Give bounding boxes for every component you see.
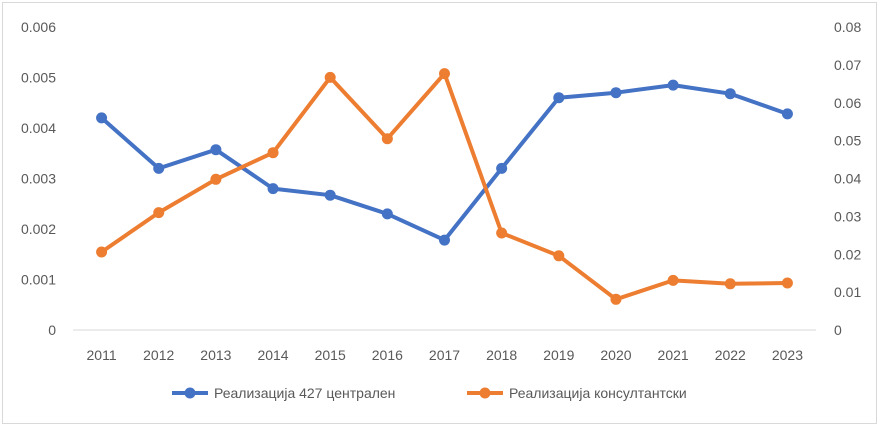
data-point (210, 173, 222, 185)
x-axis-tick-label: 2013 (200, 347, 231, 363)
right-axis-tick-label: 0.01 (834, 284, 861, 300)
data-point (381, 133, 393, 145)
right-axis-ticks: 0 0.01 0.02 0.03 0.04 0.05 0.06 0.07 0.08 (834, 19, 861, 338)
x-axis-tick-label: 2011 (87, 347, 117, 363)
data-point (496, 227, 508, 239)
legend-marker (184, 387, 196, 399)
data-point (439, 234, 450, 246)
data-point (96, 246, 108, 258)
x-axis-tick-label: 2019 (543, 347, 574, 363)
x-axis-tick-label: 2017 (429, 347, 460, 363)
series-layer (96, 68, 793, 305)
data-point (324, 71, 336, 83)
data-point (553, 250, 565, 262)
data-point (667, 79, 679, 91)
series-line (99, 71, 790, 302)
left-axis-tick-label: 0.001 (21, 272, 56, 288)
x-axis-tick-label: 2015 (315, 347, 346, 363)
legend-item: Реализација 427 централен (172, 385, 395, 401)
right-axis-tick-label: 0.06 (834, 95, 861, 111)
left-axis-tick-label: 0.003 (21, 171, 56, 187)
x-axis-tick-label: 2023 (772, 347, 803, 363)
right-axis-tick-label: 0.07 (834, 57, 861, 73)
series-1 (96, 79, 793, 246)
data-point (324, 189, 336, 201)
x-axis-tick-label: 2014 (257, 347, 288, 363)
x-axis-ticks: 2011 2012 2013 2014 2015 2016 2017 2018 2019 2020… (87, 347, 804, 363)
legend-item: Реализација консултантски (467, 385, 687, 401)
data-point (781, 277, 793, 289)
x-axis-tick-label: 2016 (372, 347, 403, 363)
data-point (381, 208, 393, 220)
series-2 (96, 68, 793, 305)
x-axis-tick-label: 2022 (715, 347, 746, 363)
data-point (439, 68, 450, 80)
data-point (96, 112, 108, 124)
right-axis-tick-label: 0 (834, 322, 842, 338)
left-axis-tick-label: 0.005 (21, 70, 56, 86)
data-point (153, 207, 165, 219)
data-point (610, 87, 622, 99)
data-point (153, 162, 165, 174)
series-line (99, 83, 790, 243)
x-axis-tick-label: 2012 (143, 347, 174, 363)
data-point (210, 144, 222, 156)
legend-label: Реализација консултантски (509, 385, 687, 401)
data-point (553, 92, 565, 104)
data-point (496, 162, 508, 174)
left-axis-ticks: 0 0.001 0.002 0.003 0.004 0.005 0.006 (21, 19, 56, 338)
left-axis-tick-label: 0.002 (21, 221, 56, 237)
right-axis-tick-label: 0.03 (834, 208, 861, 224)
right-axis-tick-label: 0.02 (834, 246, 861, 262)
x-axis-tick-label: 2020 (600, 347, 631, 363)
data-point (267, 147, 279, 159)
right-axis-tick-label: 0.08 (834, 19, 861, 35)
x-axis-tick-label: 2018 (486, 347, 517, 363)
data-point (781, 108, 793, 120)
left-axis-tick-label: 0.004 (21, 120, 56, 136)
legend-label: Реализација 427 централен (214, 385, 395, 401)
legend-marker (479, 387, 491, 399)
data-point (610, 293, 622, 305)
x-axis-tick-label: 2021 (658, 347, 689, 363)
right-axis-tick-label: 0.04 (834, 171, 861, 187)
legend: Реализација 427 централен Реализација кон… (172, 385, 687, 401)
left-axis-tick-label: 0 (48, 322, 56, 338)
right-axis-tick-label: 0.05 (834, 133, 861, 149)
data-point (724, 278, 736, 290)
left-axis-tick-label: 0.006 (21, 19, 56, 35)
data-point (724, 88, 736, 100)
data-point (667, 274, 679, 286)
data-point (267, 183, 279, 195)
